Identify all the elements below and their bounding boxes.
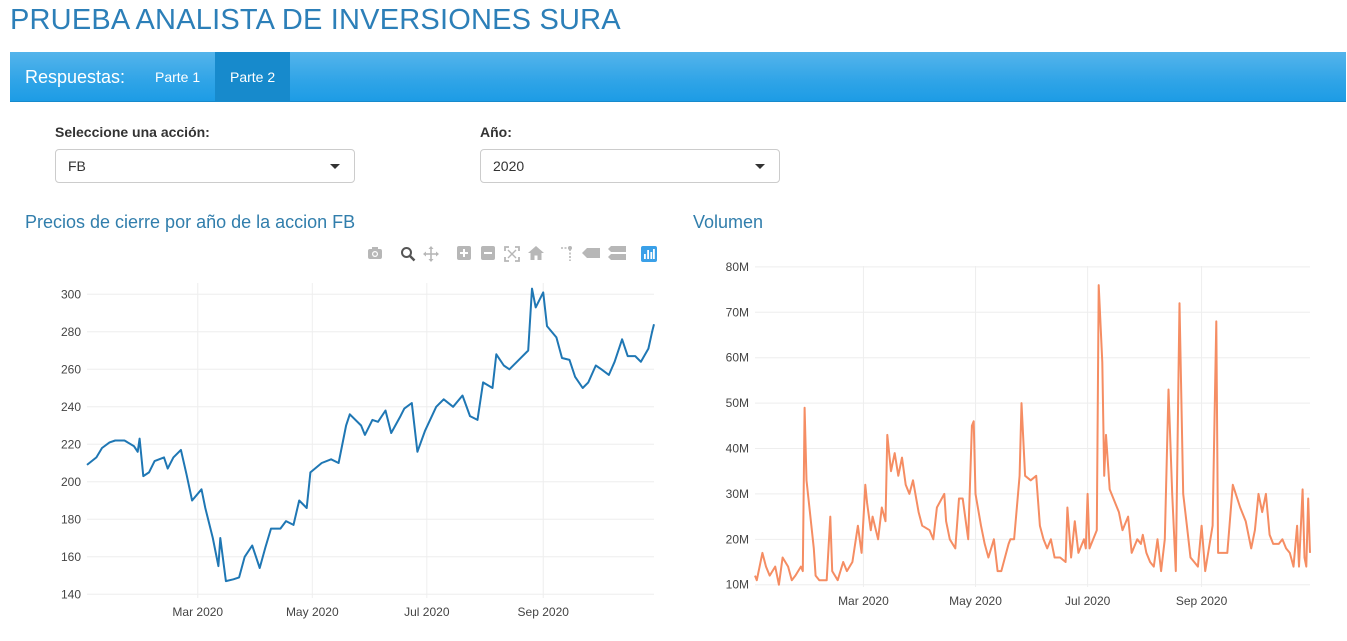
- volume-chart[interactable]: 10M 20M 30M 40M 50M 60M 70M 80M Mar 2020 May 2020…: [680, 261, 1340, 641]
- camera-icon[interactable]: [366, 246, 384, 264]
- y-tick-label: 30M: [726, 487, 749, 501]
- plotly-logo-icon[interactable]: [640, 246, 658, 264]
- pan-icon[interactable]: [422, 246, 440, 264]
- x-tick-label: May 2020: [949, 594, 1002, 608]
- y-tick-label: 280: [61, 325, 81, 339]
- volume-chart-title: Volumen: [693, 212, 764, 232]
- y-tick-label: 200: [61, 475, 81, 489]
- x-tick-label: Sep 2020: [1176, 594, 1228, 608]
- price-chart-title: Precios de cierre por año de la accion F…: [25, 212, 356, 232]
- anio-label: Año:: [480, 124, 512, 140]
- navbar: Respuestas: Parte 1 Parte 2: [10, 52, 1346, 102]
- tab-parte-1[interactable]: Parte 1: [155, 69, 201, 85]
- anio-select-value: 2020: [493, 158, 525, 174]
- y-tick-label: 240: [61, 400, 81, 414]
- price-chart[interactable]: 140 160 180 200 220 240 260 280 300 Mar 2020 May 2…: [0, 261, 660, 641]
- x-tick-label: Mar 2020: [838, 594, 889, 608]
- accion-label: Seleccione una acción:: [55, 124, 210, 140]
- y-tick-label: 260: [61, 362, 81, 376]
- y-tick-label: 80M: [726, 261, 749, 274]
- x-tick-label: Mar 2020: [172, 605, 223, 619]
- hover-closest-icon[interactable]: [582, 246, 600, 264]
- home-icon[interactable]: [527, 246, 545, 264]
- tab-parte-2[interactable]: Parte 2: [215, 52, 291, 102]
- y-tick-label: 180: [61, 512, 81, 526]
- autoscale-icon[interactable]: [503, 246, 521, 264]
- chevron-down-icon: [330, 164, 340, 169]
- accion-field: Seleccione una acción: FB: [55, 124, 355, 183]
- series-line[interactable]: [86, 287, 655, 583]
- page-title: PRUEBA ANALISTA DE INVERSIONES SURA: [10, 4, 621, 36]
- zoom-out-icon[interactable]: [479, 246, 497, 264]
- y-tick-label: 20M: [726, 532, 749, 546]
- y-tick-label: 50M: [726, 396, 749, 410]
- anio-field: Año: 2020: [480, 124, 780, 183]
- zoom-in-icon[interactable]: [455, 246, 473, 264]
- y-tick-label: 40M: [726, 442, 749, 456]
- accion-select-value: FB: [68, 158, 86, 174]
- x-tick-label: Sep 2020: [518, 605, 570, 619]
- y-tick-label: 60M: [726, 351, 749, 365]
- zoom-icon[interactable]: [399, 246, 417, 264]
- x-tick-label: May 2020: [286, 605, 339, 619]
- y-tick-label: 10M: [726, 578, 749, 592]
- y-tick-label: 140: [61, 587, 81, 601]
- y-tick-label: 70M: [726, 305, 749, 319]
- spike-lines-icon[interactable]: [558, 246, 576, 264]
- y-tick-label: 300: [61, 287, 81, 301]
- x-tick-label: Jul 2020: [404, 605, 450, 619]
- accion-select[interactable]: FB: [55, 149, 355, 183]
- series-line[interactable]: [754, 284, 1311, 586]
- anio-select[interactable]: 2020: [480, 149, 780, 183]
- hover-compare-icon[interactable]: [608, 246, 626, 264]
- navbar-brand: Respuestas:: [25, 67, 126, 87]
- chevron-down-icon: [755, 164, 765, 169]
- y-tick-label: 160: [61, 550, 81, 564]
- x-tick-label: Jul 2020: [1065, 594, 1111, 608]
- y-tick-label: 220: [61, 437, 81, 451]
